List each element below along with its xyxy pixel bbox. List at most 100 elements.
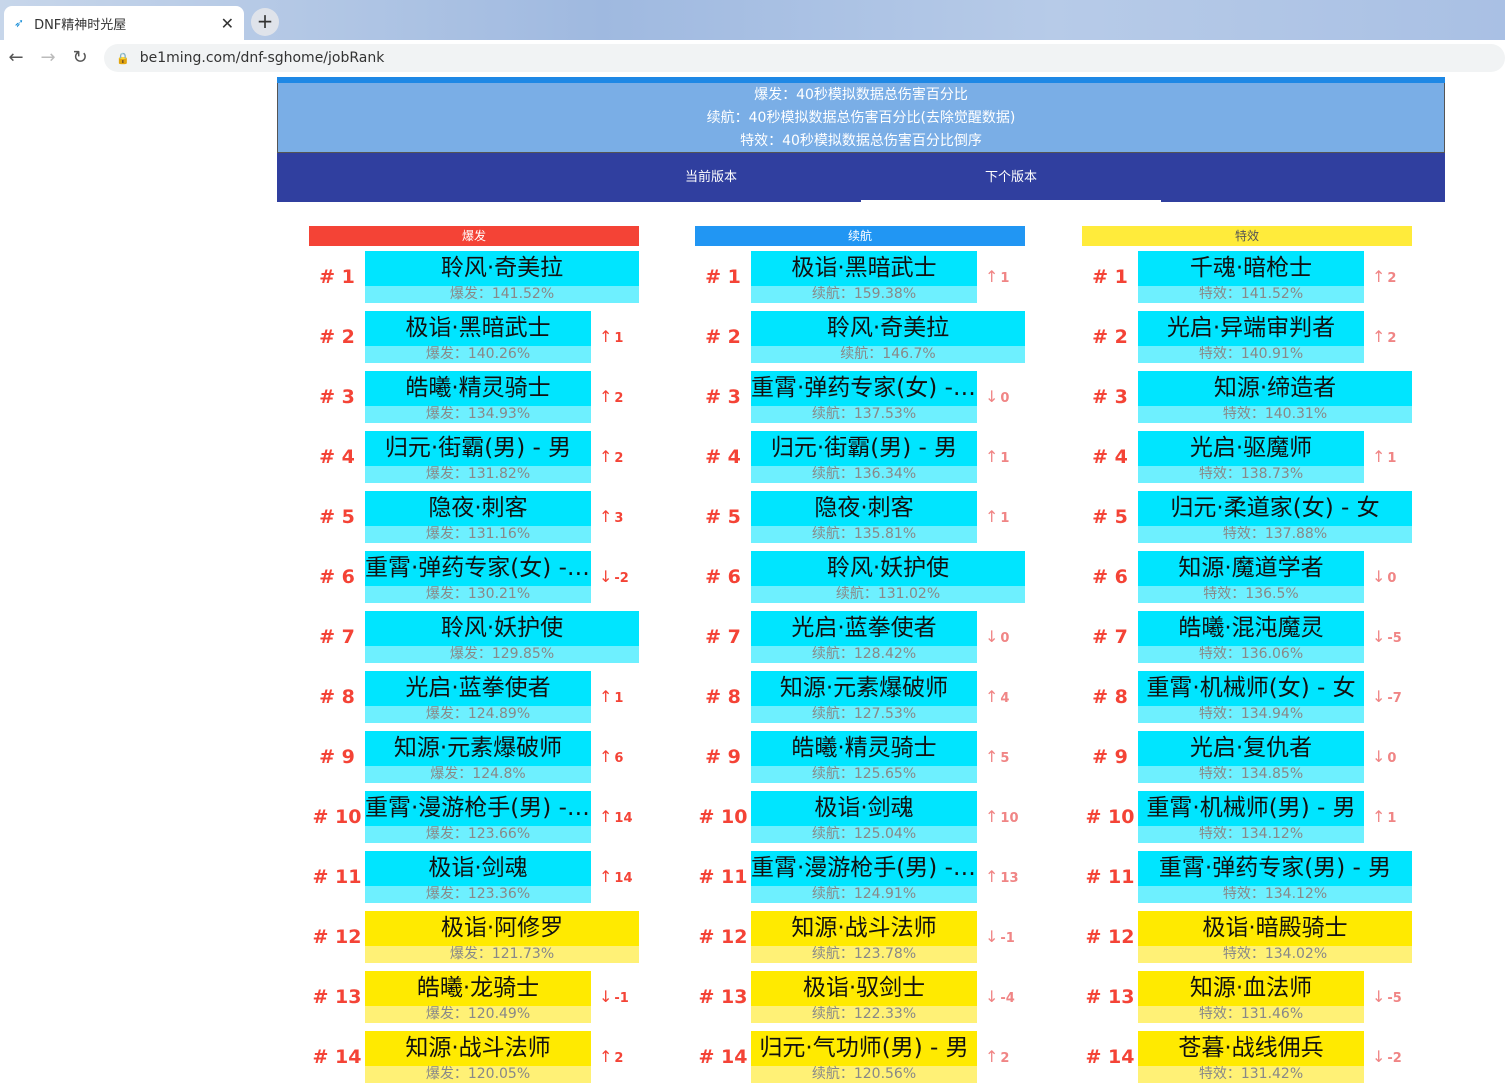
rank-row[interactable]: # 12 极诣·阿修罗 爆发：121.73% — [309, 911, 639, 963]
close-tab-icon[interactable]: ✕ — [220, 13, 234, 33]
rank-row[interactable]: # 10 重霄·机械师(男) - 男 特效：134.12% ↑ 1 — [1082, 791, 1412, 843]
job-bar[interactable]: 知源·战斗法师 续航：123.78% — [751, 911, 977, 963]
rank-change-value: 5 — [1000, 751, 1010, 766]
job-bar[interactable]: 重霄·弹药专家(女) - 女 续航：137.53% — [751, 371, 977, 423]
rank-row[interactable]: # 9 皓曦·精灵骑士 续航：125.65% ↑ 5 — [695, 731, 1025, 783]
rank-row[interactable]: # 7 聆风·妖护使 爆发：129.85% — [309, 611, 639, 663]
rank-row[interactable]: # 8 重霄·机械师(女) - 女 特效：134.94% ↓ -7 — [1082, 671, 1412, 723]
rank-row[interactable]: # 13 皓曦·龙骑士 爆发：120.49% ↓ -1 — [309, 971, 639, 1023]
rank-row[interactable]: # 14 苍暮·战线佣兵 特效：131.42% ↓ -2 — [1082, 1031, 1412, 1083]
job-bar[interactable]: 光启·蓝拳使者 爆发：124.89% — [365, 671, 591, 723]
rank-row[interactable]: # 12 知源·战斗法师 续航：123.78% ↓ -1 — [695, 911, 1025, 963]
rank-row[interactable]: # 5 隐夜·刺客 续航：135.81% ↑ 1 — [695, 491, 1025, 543]
rank-row[interactable]: # 11 重霄·弹药专家(男) - 男 特效：134.12% — [1082, 851, 1412, 903]
job-bar[interactable]: 皓曦·精灵骑士 爆发：134.93% — [365, 371, 591, 423]
rank-row[interactable]: # 13 知源·血法师 特效：131.46% ↓ -5 — [1082, 971, 1412, 1023]
job-bar[interactable]: 重霄·机械师(女) - 女 特效：134.94% — [1138, 671, 1364, 723]
rank-row[interactable]: # 7 光启·蓝拳使者 续航：128.42% ↓ 0 — [695, 611, 1025, 663]
rank-row[interactable]: # 2 光启·异端审判者 特效：140.91% ↑ 2 — [1082, 311, 1412, 363]
job-bar[interactable]: 极诣·阿修罗 爆发：121.73% — [365, 911, 639, 963]
job-bar[interactable]: 重霄·漫游枪手(男) - 男 爆发：123.66% — [365, 791, 591, 843]
rank-row[interactable]: # 5 归元·柔道家(女) - 女 特效：137.88% — [1082, 491, 1412, 543]
url-field[interactable]: 🔒 be1ming.com/dnf-sghome/jobRank — [104, 44, 1505, 72]
rank-row[interactable]: # 4 光启·驱魔师 特效：138.73% ↑ 1 — [1082, 431, 1412, 483]
rank-row[interactable]: # 3 皓曦·精灵骑士 爆发：134.93% ↑ 2 — [309, 371, 639, 423]
job-bar[interactable]: 极诣·黑暗武士 续航：159.38% — [751, 251, 977, 303]
job-bar[interactable]: 光启·复仇者 特效：134.85% — [1138, 731, 1364, 783]
job-bar[interactable]: 聆风·奇美拉 续航：146.7% — [751, 311, 1025, 363]
job-bar[interactable]: 重霄·弹药专家(男) - 男 特效：134.12% — [1138, 851, 1412, 903]
job-bar[interactable]: 知源·魔道学者 特效：136.5% — [1138, 551, 1364, 603]
job-bar[interactable]: 极诣·剑魂 续航：125.04% — [751, 791, 977, 843]
job-name: 重霄·机械师(男) - 男 — [1138, 791, 1364, 826]
rank-row[interactable]: # 2 极诣·黑暗武士 爆发：140.26% ↑ 1 — [309, 311, 639, 363]
rank-row[interactable]: # 3 知源·缔造者 特效：140.31% — [1082, 371, 1412, 423]
job-value: 爆发：120.05% — [365, 1066, 591, 1083]
rank-row[interactable]: # 8 知源·元素爆破师 续航：127.53% ↑ 4 — [695, 671, 1025, 723]
job-bar[interactable]: 归元·柔道家(女) - 女 特效：137.88% — [1138, 491, 1412, 543]
rank-row[interactable]: # 13 极诣·驭剑士 续航：122.33% ↓ -4 — [695, 971, 1025, 1023]
job-bar[interactable]: 光启·异端审判者 特效：140.91% — [1138, 311, 1364, 363]
rank-row[interactable]: # 8 光启·蓝拳使者 爆发：124.89% ↑ 1 — [309, 671, 639, 723]
job-bar[interactable]: 聆风·奇美拉 爆发：141.52% — [365, 251, 639, 303]
browser-tab[interactable]: ➶ DNF精神时光屋 ✕ — [4, 6, 244, 40]
job-bar[interactable]: 重霄·机械师(男) - 男 特效：134.12% — [1138, 791, 1364, 843]
rank-row[interactable]: # 6 聆风·妖护使 续航：131.02% — [695, 551, 1025, 603]
forward-icon[interactable]: → — [40, 47, 56, 68]
rank-row[interactable]: # 4 归元·街霸(男) - 男 爆发：131.82% ↑ 2 — [309, 431, 639, 483]
rank-row[interactable]: # 1 千魂·暗枪士 特效：141.52% ↑ 2 — [1082, 251, 1412, 303]
job-bar[interactable]: 光启·蓝拳使者 续航：128.42% — [751, 611, 977, 663]
rank-row[interactable]: # 2 聆风·奇美拉 续航：146.7% — [695, 311, 1025, 363]
rank-row[interactable]: # 7 皓曦·混沌魔灵 特效：136.06% ↓ -5 — [1082, 611, 1412, 663]
rank-row[interactable]: # 14 知源·战斗法师 爆发：120.05% ↑ 2 — [309, 1031, 639, 1083]
job-bar[interactable]: 重霄·漫游枪手(男) - 男 续航：124.91% — [751, 851, 977, 903]
rank-row[interactable]: # 9 光启·复仇者 特效：134.85% ↓ 0 — [1082, 731, 1412, 783]
job-bar[interactable]: 聆风·妖护使 续航：131.02% — [751, 551, 1025, 603]
job-bar[interactable]: 隐夜·刺客 爆发：131.16% — [365, 491, 591, 543]
job-bar[interactable]: 千魂·暗枪士 特效：141.52% — [1138, 251, 1364, 303]
tab-next-version[interactable]: 下个版本 — [861, 153, 1161, 202]
job-bar[interactable]: 知源·战斗法师 爆发：120.05% — [365, 1031, 591, 1083]
rank-number: # 7 — [319, 626, 355, 648]
job-bar[interactable]: 皓曦·龙骑士 爆发：120.49% — [365, 971, 591, 1023]
job-bar[interactable]: 隐夜·刺客 续航：135.81% — [751, 491, 977, 543]
job-bar[interactable]: 知源·缔造者 特效：140.31% — [1138, 371, 1412, 423]
rank-row[interactable]: # 14 归元·气功师(男) - 男 续航：120.56% ↑ 2 — [695, 1031, 1025, 1083]
version-tabs: 当前版本 下个版本 — [277, 153, 1445, 202]
job-bar[interactable]: 归元·气功师(男) - 男 续航：120.56% — [751, 1031, 977, 1083]
job-bar[interactable]: 重霄·弹药专家(女) - 女 爆发：130.21% — [365, 551, 591, 603]
job-bar[interactable]: 光启·驱魔师 特效：138.73% — [1138, 431, 1364, 483]
job-bar[interactable]: 极诣·剑魂 爆发：123.36% — [365, 851, 591, 903]
rank-row[interactable]: # 11 极诣·剑魂 爆发：123.36% ↑ 14 — [309, 851, 639, 903]
job-bar[interactable]: 皓曦·精灵骑士 续航：125.65% — [751, 731, 977, 783]
job-bar[interactable]: 极诣·黑暗武士 爆发：140.26% — [365, 311, 591, 363]
rank-row[interactable]: # 10 重霄·漫游枪手(男) - 男 爆发：123.66% ↑ 14 — [309, 791, 639, 843]
rank-row[interactable]: # 5 隐夜·刺客 爆发：131.16% ↑ 3 — [309, 491, 639, 543]
rank-row[interactable]: # 10 极诣·剑魂 续航：125.04% ↑ 10 — [695, 791, 1025, 843]
job-bar[interactable]: 极诣·驭剑士 续航：122.33% — [751, 971, 977, 1023]
rank-row[interactable]: # 11 重霄·漫游枪手(男) - 男 续航：124.91% ↑ 13 — [695, 851, 1025, 903]
reload-icon[interactable]: ↻ — [72, 47, 88, 68]
rank-row[interactable]: # 3 重霄·弹药专家(女) - 女 续航：137.53% ↓ 0 — [695, 371, 1025, 423]
job-bar[interactable]: 苍暮·战线佣兵 特效：131.42% — [1138, 1031, 1364, 1083]
tab-current-version[interactable]: 当前版本 — [684, 170, 737, 185]
back-icon[interactable]: ← — [8, 47, 24, 68]
job-bar[interactable]: 知源·血法师 特效：131.46% — [1138, 971, 1364, 1023]
rank-row[interactable]: # 1 极诣·黑暗武士 续航：159.38% ↑ 1 — [695, 251, 1025, 303]
rank-row[interactable]: # 4 归元·街霸(男) - 男 续航：136.34% ↑ 1 — [695, 431, 1025, 483]
job-bar[interactable]: 知源·元素爆破师 爆发：124.8% — [365, 731, 591, 783]
rank-row[interactable]: # 9 知源·元素爆破师 爆发：124.8% ↑ 6 — [309, 731, 639, 783]
column-effect: 特效 # 1 千魂·暗枪士 特效：141.52% ↑ 2 # 2 光启·异端审判者 特效… — [1082, 226, 1412, 1083]
job-bar[interactable]: 归元·街霸(男) - 男 爆发：131.82% — [365, 431, 591, 483]
rank-row[interactable]: # 1 聆风·奇美拉 爆发：141.52% — [309, 251, 639, 303]
job-bar[interactable]: 聆风·妖护使 爆发：129.85% — [365, 611, 639, 663]
rank-row[interactable]: # 12 极诣·暗殿骑士 特效：134.02% — [1082, 911, 1412, 963]
rank-change-value: 2 — [614, 1051, 624, 1066]
new-tab-button[interactable]: + — [251, 8, 279, 36]
job-bar[interactable]: 皓曦·混沌魔灵 特效：136.06% — [1138, 611, 1364, 663]
rank-row[interactable]: # 6 知源·魔道学者 特效：136.5% ↓ 0 — [1082, 551, 1412, 603]
job-bar[interactable]: 归元·街霸(男) - 男 续航：136.34% — [751, 431, 977, 483]
rank-row[interactable]: # 6 重霄·弹药专家(女) - 女 爆发：130.21% ↓ -2 — [309, 551, 639, 603]
job-bar[interactable]: 极诣·暗殿骑士 特效：134.02% — [1138, 911, 1412, 963]
job-bar[interactable]: 知源·元素爆破师 续航：127.53% — [751, 671, 977, 723]
